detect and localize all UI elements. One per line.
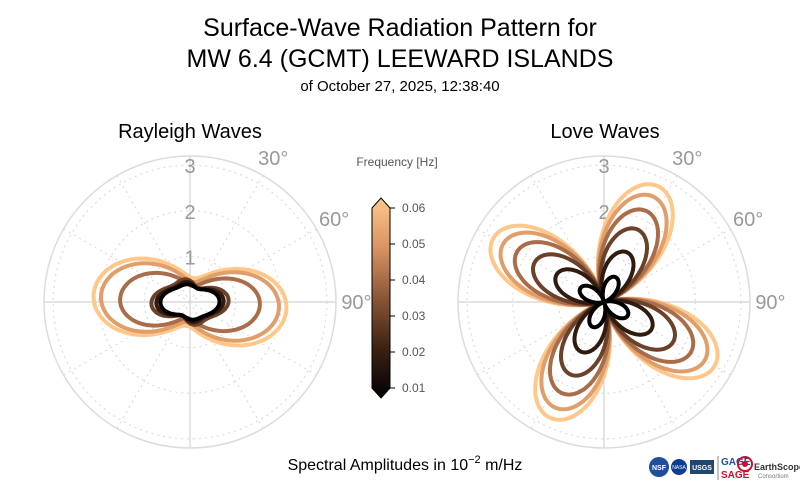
earthscope-logo (737, 456, 753, 472)
nsf-logo-text: NSF (652, 465, 667, 472)
usgs-logo-text: USGS (692, 465, 712, 472)
figure-title-line1: Surface-Wave Radiation Pattern for (203, 14, 597, 42)
amplitude-caption: Spectral Amplitudes in 10−2 m/Hz (288, 454, 523, 474)
rayleigh-series-0.01 (158, 282, 222, 322)
rayleigh-theta-tick-60: 60° (319, 209, 349, 231)
colorbar-label: Frequency [Hz] (356, 155, 437, 169)
rayleigh-r-tick-1: 1 (184, 247, 195, 269)
love-theta-tick-90: 90° (755, 292, 785, 314)
earthscope-logo-inner (742, 461, 748, 467)
figure-title-line2: MW 6.4 (GCMT) LEEWARD ISLANDS (187, 45, 614, 73)
sponsor-logos: NSF NASA USGS GAGE SAGE EarthScope Conso… (649, 456, 800, 481)
rayleigh-r-tick-2: 2 (184, 202, 195, 224)
consortium-logo-text: Consortium (758, 474, 789, 480)
usgs-logo (690, 460, 714, 474)
love-theta-tick-30: 30° (672, 148, 702, 170)
love-title: Love Waves (550, 121, 659, 143)
caption-exponent: −2 (468, 454, 481, 466)
rayleigh-theta-tick-30: 30° (258, 148, 288, 170)
colorbar-tick-0.04: 0.04 (402, 273, 426, 287)
love-series-0.02 (553, 249, 655, 355)
rayleigh-series-0.06 (91, 256, 289, 348)
love-spoke-120 (603, 301, 731, 376)
love-spoke-300 (477, 228, 605, 303)
rayleigh-title: Rayleigh Waves (118, 121, 262, 143)
caption-prefix: Spectral Amplitudes in 10 (288, 457, 469, 474)
colorbar-tick-0.02: 0.02 (402, 345, 426, 359)
sage-logo-text: SAGE (721, 470, 750, 481)
colorbar-tick-0.05: 0.05 (402, 237, 426, 251)
gage-logo-text: GAGE (721, 457, 751, 468)
love-r-tick-3: 3 (598, 156, 609, 178)
colorbar-tick-0.01: 0.01 (402, 381, 426, 395)
colorbar-tick-0.03: 0.03 (402, 309, 426, 323)
earthscope-logo-text: EarthScope (754, 462, 800, 472)
rayleigh-r-tick-3: 3 (184, 156, 195, 178)
love-series-0.01 (577, 274, 631, 330)
nsf-logo (649, 457, 669, 477)
frequency-colorbar: Frequency [Hz] 0.01 0.02 0.03 0.04 0.05 0.06 (356, 155, 438, 399)
figure-subtitle: of October 27, 2025, 12:38:40 (300, 78, 499, 95)
love-spoke-210 (530, 301, 605, 429)
love-r-tick-2: 2 (598, 202, 609, 224)
love-theta-tick-60: 60° (733, 209, 763, 231)
colorbar-tick-0.06: 0.06 (402, 201, 426, 215)
caption-suffix: m/Hz (481, 457, 523, 474)
love-spoke-30 (603, 175, 678, 303)
nasa-logo (671, 459, 687, 475)
colorbar-gradient (371, 197, 391, 399)
nasa-logo-text: NASA (672, 465, 686, 471)
rayleigh-polar-plot: 1 2 3 30° 60° 90° (43, 148, 372, 449)
love-polar-plot: 123 30°60°90° (457, 148, 786, 449)
rayleigh-theta-tick-90: 90° (341, 292, 371, 314)
